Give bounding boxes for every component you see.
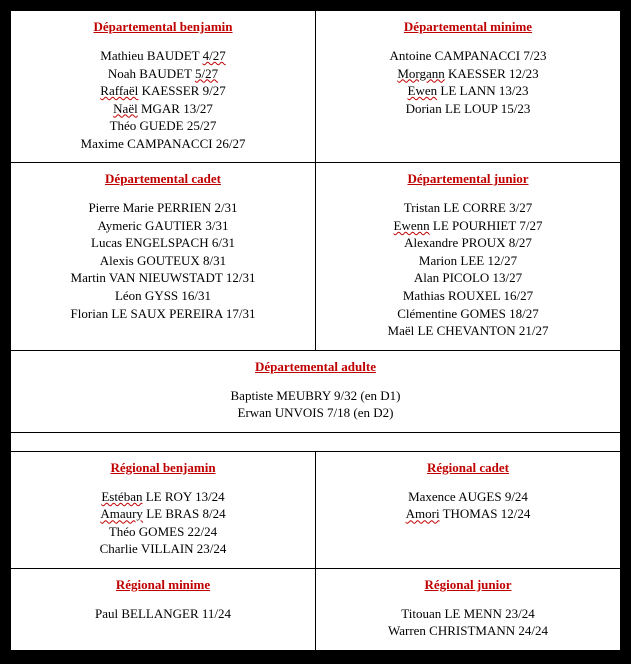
result-entry: Alexandre PROUX 8/27 [320, 234, 616, 252]
category-header: Régional junior [320, 577, 616, 593]
cell-reg-minime: Régional minime Paul BELLANGER 11/24 [11, 568, 316, 650]
cell-reg-junior: Régional junior Titouan LE MENN 23/24Warr… [316, 568, 621, 650]
result-entry: Warren CHRISTMANN 24/24 [320, 622, 616, 640]
result-entry: Pierre Marie PERRIEN 2/31 [15, 199, 311, 217]
category-header: Départemental minime [320, 19, 616, 35]
result-entry: Mathieu BAUDET 4/27 [15, 47, 311, 65]
cell-dep-benjamin: Départemental benjamin Mathieu BAUDET 4/2… [11, 11, 316, 163]
results-table: Départemental benjamin Mathieu BAUDET 4/2… [10, 10, 621, 651]
result-entry: Aymeric GAUTIER 3/31 [15, 217, 311, 235]
result-entry: Maxime CAMPANACCI 26/27 [15, 135, 311, 153]
result-entry: Théo GOMES 22/24 [15, 523, 311, 541]
result-entry: Noah BAUDET 5/27 [15, 65, 311, 83]
result-entry: Marion LEE 12/27 [320, 252, 616, 270]
cell-reg-cadet: Régional cadet Maxence AUGES 9/24Amori TH… [316, 451, 621, 568]
result-entry: Baptiste MEUBRY 9/32 (en D1) [15, 387, 616, 405]
result-entry: Léon GYSS 16/31 [15, 287, 311, 305]
result-entry: Estéban LE ROY 13/24 [15, 488, 311, 506]
result-entry: Florian LE SAUX PEREIRA 17/31 [15, 305, 311, 323]
results-page: Départemental benjamin Mathieu BAUDET 4/2… [10, 10, 621, 651]
result-entry: Martin VAN NIEUWSTADT 12/31 [15, 269, 311, 287]
result-entry: Alexis GOUTEUX 8/31 [15, 252, 311, 270]
category-header: Départemental benjamin [15, 19, 311, 35]
result-entry: Tristan LE CORRE 3/27 [320, 199, 616, 217]
cell-dep-cadet: Départemental cadet Pierre Marie PERRIEN … [11, 163, 316, 350]
result-entry: Morgann KAESSER 12/23 [320, 65, 616, 83]
result-entry: Antoine CAMPANACCI 7/23 [320, 47, 616, 65]
result-entry: Lucas ENGELSPACH 6/31 [15, 234, 311, 252]
category-header: Départemental cadet [15, 171, 311, 187]
result-entry: Titouan LE MENN 23/24 [320, 605, 616, 623]
result-entry: Maxence AUGES 9/24 [320, 488, 616, 506]
cell-dep-minime: Départemental minime Antoine CAMPANACCI 7… [316, 11, 621, 163]
result-entry: Amaury LE BRAS 8/24 [15, 505, 311, 523]
result-entry: Dorian LE LOUP 15/23 [320, 100, 616, 118]
result-entry: Paul BELLANGER 11/24 [15, 605, 311, 623]
result-entry: Charlie VILLAIN 23/24 [15, 540, 311, 558]
result-entry: Clémentine GOMES 18/27 [320, 305, 616, 323]
category-header: Départemental junior [320, 171, 616, 187]
cell-reg-benjamin: Régional benjamin Estéban LE ROY 13/24Ama… [11, 451, 316, 568]
category-header: Départemental adulte [15, 359, 616, 375]
result-entry: Mathias ROUXEL 16/27 [320, 287, 616, 305]
result-entry: Ewen LE LANN 13/23 [320, 82, 616, 100]
result-entry: Alan PICOLO 13/27 [320, 269, 616, 287]
spacer [11, 432, 621, 451]
category-header: Régional minime [15, 577, 311, 593]
category-header: Régional cadet [320, 460, 616, 476]
category-header: Régional benjamin [15, 460, 311, 476]
result-entry: Naël MGAR 13/27 [15, 100, 311, 118]
result-entry: Théo GUEDE 25/27 [15, 117, 311, 135]
result-entry: Ewenn LE POURHIET 7/27 [320, 217, 616, 235]
result-entry: Maël LE CHEVANTON 21/27 [320, 322, 616, 340]
result-entry: Raffaël KAESSER 9/27 [15, 82, 311, 100]
cell-dep-adulte: Départemental adulte Baptiste MEUBRY 9/32… [11, 350, 621, 432]
result-entry: Erwan UNVOIS 7/18 (en D2) [15, 404, 616, 422]
cell-dep-junior: Départemental junior Tristan LE CORRE 3/2… [316, 163, 621, 350]
result-entry: Amori THOMAS 12/24 [320, 505, 616, 523]
